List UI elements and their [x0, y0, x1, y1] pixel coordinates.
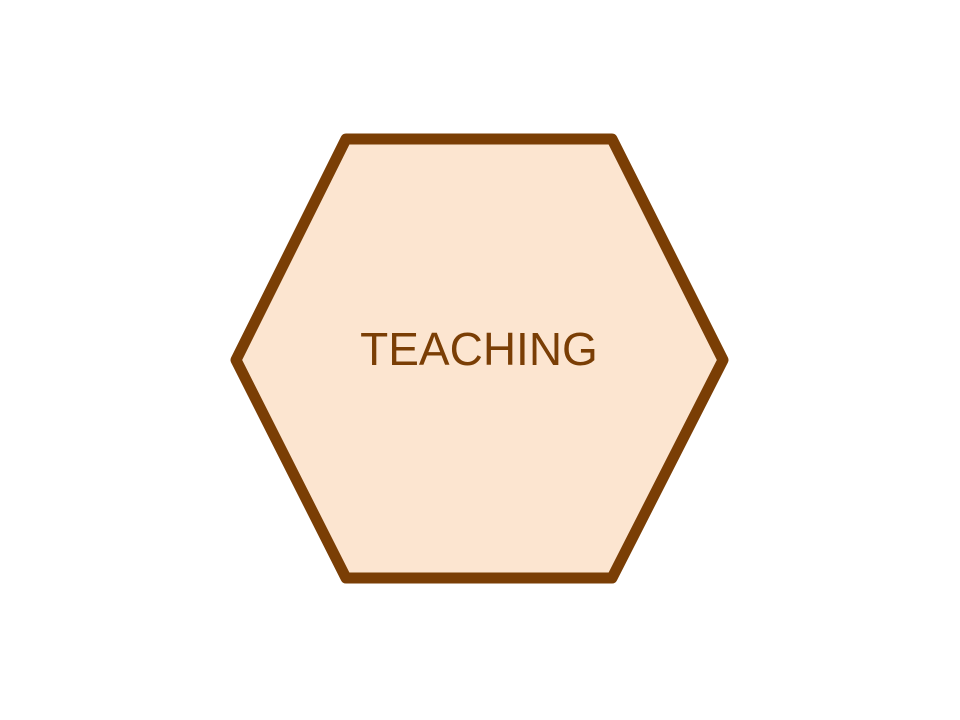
node-label: TEACHING	[360, 323, 598, 375]
teaching-node: TEACHING	[230, 133, 729, 584]
hexagon-shape	[230, 133, 729, 584]
